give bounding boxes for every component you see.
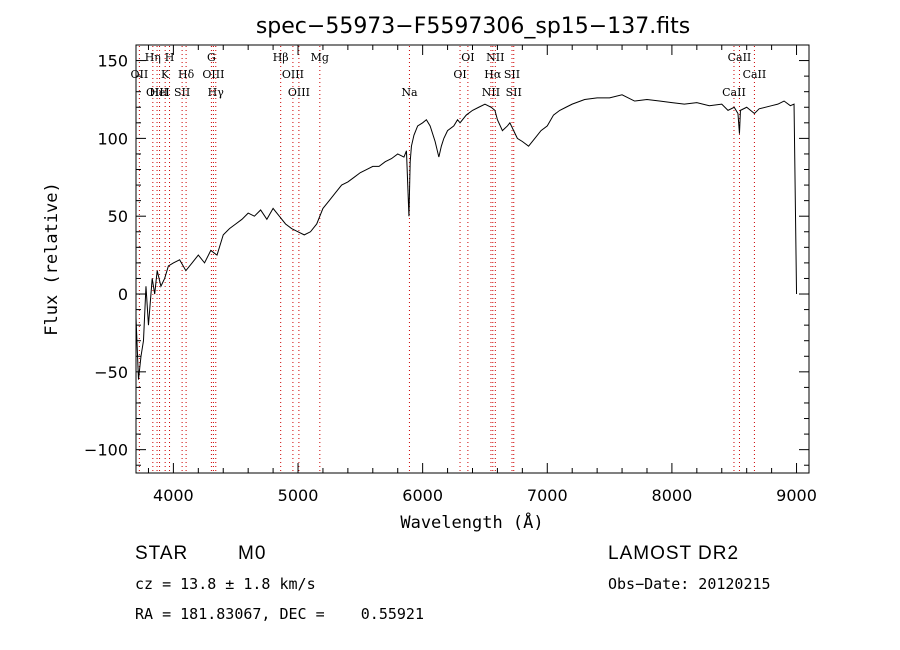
emission-line-label: OI [461, 51, 474, 64]
y-tick-label: 0 [118, 285, 128, 304]
emission-line-label: NII [486, 51, 504, 64]
x-axis: 4000 5000 6000 7000 8000 9000 [147, 45, 817, 505]
emission-line-label: Hα [484, 68, 502, 81]
x-axis-label: Wavelength (Å) [400, 511, 543, 533]
emission-line-label: HeI [149, 86, 169, 99]
emission-line-label: OIII [282, 68, 304, 81]
redshift-velocity: cz = 13.8 ± 1.8 km/s [135, 575, 316, 593]
emission-line-label: Na [401, 86, 418, 99]
emission-line-label: CaII [728, 51, 752, 64]
y-axis-label: Flux (relative) [42, 182, 62, 336]
x-tick-label: 6000 [402, 486, 443, 505]
spectrum-line [135, 94, 798, 380]
emission-line-label: Hβ [273, 51, 289, 64]
emission-line-label: NII [482, 86, 500, 99]
emission-line-label: SII [504, 68, 520, 81]
observation-date: Obs−Date: 20120215 [608, 575, 771, 593]
emission-line-label: CaII [743, 68, 767, 81]
chart-title: spec−55973−F5597306_sp15−137.fits [256, 14, 690, 39]
y-tick-label: 150 [97, 52, 128, 71]
emission-line-label: Hγ [208, 86, 225, 99]
coordinates: RA = 181.83067, DEC = 0.55921 [135, 605, 424, 623]
emission-line-markers [138, 46, 755, 472]
emission-line-label: OIII [288, 86, 310, 99]
emission-line-label: K [161, 68, 170, 81]
emission-line-label: OIII [202, 68, 224, 81]
x-tick-label: 8000 [652, 486, 693, 505]
x-tick-label: 5000 [278, 486, 319, 505]
survey-name: LAMOST DR2 [608, 543, 740, 564]
emission-line-labels: OIIHηOIIIHeIKHSIIHδGOIIIHγHβOIIIOIIIMgNa… [131, 51, 767, 99]
y-axis: −100 −50 0 50 100 150 [84, 44, 809, 466]
spectral-subclass: M0 [238, 543, 267, 564]
y-tick-label: 100 [97, 129, 128, 148]
emission-line-label: H [165, 51, 175, 64]
x-tick-label: 9000 [776, 486, 817, 505]
emission-line-label: SII [174, 86, 190, 99]
x-tick-label: 7000 [527, 486, 568, 505]
emission-line-label: G [207, 51, 216, 64]
emission-line-label: OI [453, 68, 466, 81]
emission-line-label: OIII [146, 86, 168, 99]
emission-line-label: Hδ [178, 68, 195, 81]
emission-line-label: Hη [145, 51, 161, 64]
y-tick-label: −50 [94, 363, 128, 382]
plot-frame [135, 44, 810, 474]
emission-line-label: CaII [722, 86, 746, 99]
emission-line-label: OII [131, 68, 149, 81]
y-tick-label: 50 [108, 207, 128, 226]
y-tick-label: −100 [84, 441, 128, 460]
x-tick-label: 4000 [153, 486, 194, 505]
object-type: STAR [135, 543, 189, 564]
emission-line-label: Mg [311, 51, 329, 64]
emission-line-label: SII [506, 86, 522, 99]
